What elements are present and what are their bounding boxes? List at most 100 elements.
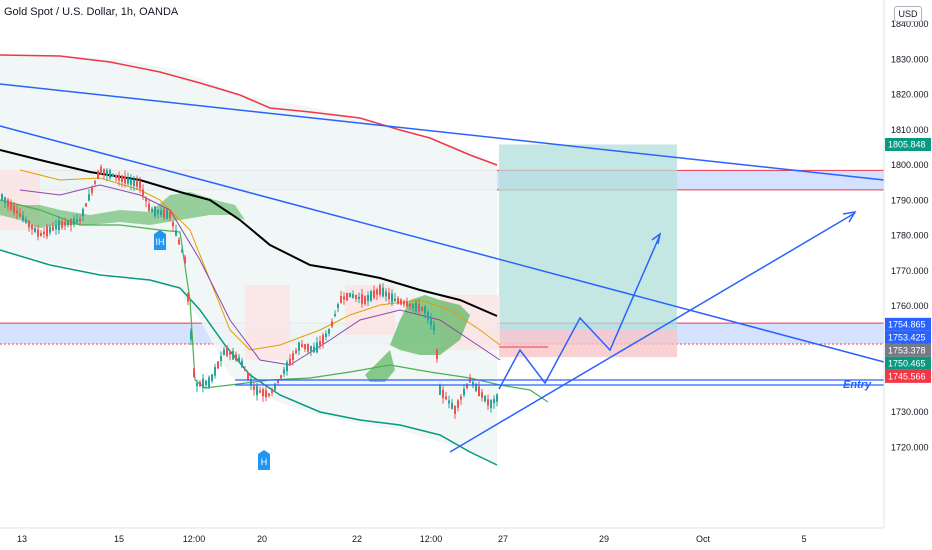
marker-shape bbox=[154, 230, 166, 250]
candle-body bbox=[373, 290, 375, 298]
candle-body bbox=[250, 379, 252, 385]
candle bbox=[169, 209, 171, 221]
candle bbox=[352, 290, 354, 299]
y-tick-label: 1770.000 bbox=[891, 266, 929, 276]
price-tag-label: 1753.425 bbox=[888, 332, 926, 342]
candle bbox=[424, 305, 426, 319]
candle bbox=[430, 313, 432, 330]
candle-body bbox=[427, 312, 429, 320]
candle bbox=[7, 197, 9, 212]
candle-body bbox=[172, 221, 174, 227]
candle-body bbox=[28, 220, 30, 228]
candle bbox=[463, 384, 465, 398]
candle bbox=[307, 343, 309, 355]
candle bbox=[451, 399, 453, 410]
candle-body bbox=[247, 372, 249, 380]
candle-body bbox=[379, 285, 381, 295]
candle bbox=[250, 373, 252, 390]
price-tag-label: 1753.378 bbox=[888, 345, 926, 355]
candle bbox=[16, 204, 18, 220]
candle bbox=[181, 244, 183, 253]
candle-body bbox=[58, 220, 60, 231]
candle-body bbox=[73, 218, 75, 225]
candle bbox=[229, 350, 231, 361]
target-box bbox=[499, 144, 677, 330]
candle-body bbox=[166, 209, 168, 219]
candle-body bbox=[25, 219, 27, 223]
entry-annotation: Entry bbox=[843, 379, 872, 391]
candle bbox=[349, 292, 351, 298]
candle bbox=[82, 207, 84, 222]
candle bbox=[394, 292, 396, 302]
candle-body bbox=[328, 328, 330, 334]
candle bbox=[478, 381, 480, 397]
candle-body bbox=[475, 383, 477, 392]
y-tick-label: 1790.000 bbox=[891, 195, 929, 205]
candle bbox=[370, 289, 372, 302]
candle-body bbox=[151, 208, 153, 213]
candle-body bbox=[88, 194, 90, 201]
candle bbox=[433, 321, 435, 335]
y-tick-label: 1820.000 bbox=[891, 90, 929, 100]
candle-body bbox=[49, 227, 51, 233]
candle-body bbox=[55, 224, 57, 230]
candle-body bbox=[292, 353, 294, 361]
price-tag: 1754.865 bbox=[885, 317, 931, 331]
drawings[interactable]: Entry IH H bbox=[0, 83, 885, 470]
y-tick-label: 1800.000 bbox=[891, 160, 929, 170]
candle bbox=[406, 297, 408, 308]
candle-body bbox=[43, 231, 45, 235]
candle-body bbox=[496, 394, 498, 402]
candle bbox=[100, 164, 102, 175]
price-tag-label: 1805.848 bbox=[888, 139, 926, 149]
candle bbox=[487, 394, 489, 411]
price-tag-bg bbox=[885, 137, 931, 151]
candle-body bbox=[100, 166, 102, 174]
candle-body bbox=[385, 291, 387, 297]
candle-body bbox=[343, 296, 345, 300]
candle bbox=[142, 184, 144, 200]
candle-body bbox=[133, 179, 135, 187]
candle-body bbox=[82, 208, 84, 217]
candle bbox=[91, 185, 93, 196]
candle bbox=[106, 167, 108, 182]
candle-body bbox=[7, 199, 9, 207]
candle-body bbox=[187, 293, 189, 302]
candle-body bbox=[457, 400, 459, 408]
candle bbox=[61, 219, 63, 230]
candle-body bbox=[19, 213, 21, 217]
candle-body bbox=[307, 343, 309, 352]
candle-body bbox=[349, 292, 351, 298]
candle-body bbox=[169, 212, 171, 218]
currency-button[interactable]: USD bbox=[894, 6, 922, 22]
candle bbox=[493, 395, 495, 409]
y-tick-label: 1810.000 bbox=[891, 125, 929, 135]
candle bbox=[361, 288, 363, 308]
candle bbox=[211, 373, 213, 384]
candle-body bbox=[355, 294, 357, 300]
candle-body bbox=[103, 168, 105, 175]
candle-body bbox=[184, 256, 186, 264]
candle bbox=[4, 196, 6, 209]
candle-body bbox=[301, 344, 303, 348]
candle-body bbox=[295, 350, 297, 354]
candle bbox=[436, 348, 438, 363]
candle bbox=[292, 350, 294, 366]
candle bbox=[340, 290, 342, 304]
candle-body bbox=[229, 352, 231, 355]
candle-body bbox=[382, 287, 384, 297]
candle-body bbox=[238, 357, 240, 362]
candle-body bbox=[364, 296, 366, 304]
candle bbox=[193, 367, 195, 378]
candle bbox=[118, 171, 120, 186]
candle-body bbox=[442, 389, 444, 399]
candle-body bbox=[124, 176, 126, 184]
candle bbox=[301, 339, 303, 348]
x-tick-label: 29 bbox=[599, 534, 609, 544]
indicators bbox=[0, 54, 677, 466]
candle-body bbox=[31, 224, 33, 230]
candle-body bbox=[490, 399, 492, 409]
candle-body bbox=[79, 218, 81, 222]
